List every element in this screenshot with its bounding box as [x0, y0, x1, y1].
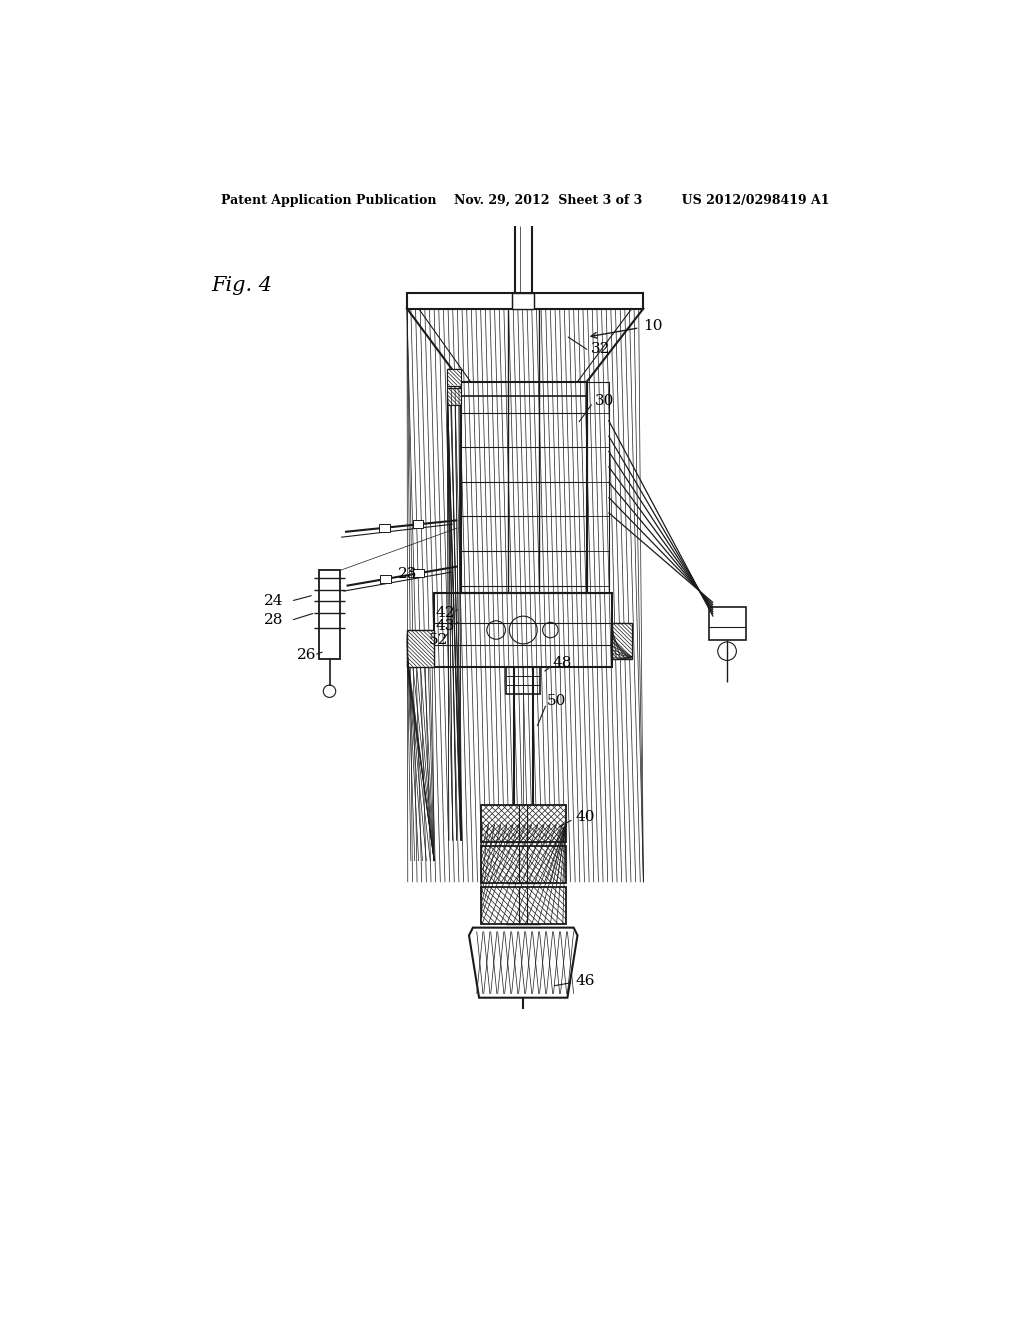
Bar [413, 520, 424, 528]
Bar [480, 887, 566, 924]
Bar [710, 607, 746, 640]
Text: 26: 26 [297, 648, 316, 663]
Text: 10: 10 [643, 319, 663, 333]
Bar [407, 293, 643, 309]
Text: 40: 40 [575, 809, 595, 824]
Bar [461, 381, 587, 594]
Text: 28: 28 [263, 614, 283, 627]
Bar [480, 805, 566, 842]
Bar [480, 887, 566, 924]
Polygon shape [469, 928, 578, 998]
Bar [512, 293, 535, 309]
Bar [407, 630, 434, 667]
Text: 24: 24 [263, 594, 283, 609]
Text: 52: 52 [429, 632, 449, 647]
Bar [379, 524, 390, 532]
Bar [480, 846, 566, 883]
Bar [447, 388, 461, 405]
Text: 32: 32 [591, 342, 610, 356]
Bar [612, 623, 632, 659]
Text: 48: 48 [553, 656, 572, 669]
Bar [480, 846, 566, 883]
Bar [407, 630, 434, 667]
Bar [413, 569, 424, 577]
Text: 30: 30 [595, 393, 614, 408]
Bar [506, 667, 541, 693]
Text: 43: 43 [435, 619, 455, 632]
Text: Fig. 4: Fig. 4 [212, 276, 272, 294]
Bar [318, 570, 340, 659]
Bar [461, 381, 587, 396]
Text: 23: 23 [397, 568, 417, 581]
Text: 46: 46 [575, 974, 595, 987]
Bar [434, 594, 612, 667]
Bar [480, 805, 566, 842]
Bar [447, 388, 461, 405]
Bar [447, 368, 461, 385]
Bar [587, 381, 608, 594]
Text: 42: 42 [435, 606, 456, 619]
Bar [447, 368, 461, 385]
Text: 50: 50 [547, 694, 566, 709]
Bar [407, 293, 643, 309]
Text: Patent Application Publication    Nov. 29, 2012  Sheet 3 of 3         US 2012/02: Patent Application Publication Nov. 29, … [220, 194, 829, 207]
Bar [380, 576, 391, 583]
Bar [612, 623, 632, 659]
